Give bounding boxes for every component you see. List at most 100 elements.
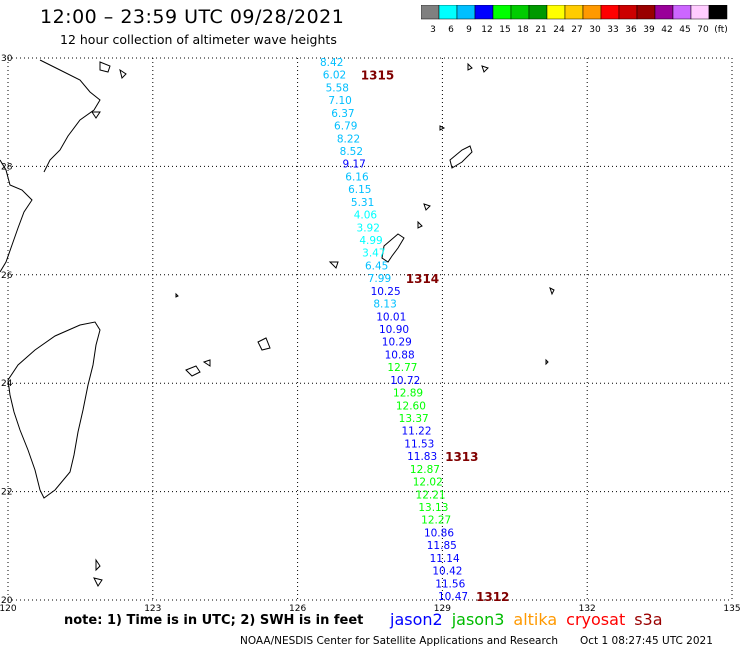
wave-height-reading: 10.47 [438,591,468,603]
satellite-legend-s3a: s3a [634,610,663,629]
wave-height-reading: 8.42 [320,57,343,69]
scale-label: (ft) [714,25,728,35]
satellite-legend: jason2 jason3 altika cryosat s3a [390,610,672,629]
latitude-label: 20 [1,596,13,606]
scale-label: 6 [448,25,454,35]
wave-height-reading: 13.37 [399,413,429,425]
wave-height-reading: 6.16 [345,171,369,183]
longitude-label: 120 [0,604,17,612]
wave-height-reading: 4.99 [359,235,382,247]
wave-height-reading: 10.01 [376,311,406,323]
wave-height-reading: 10.90 [379,324,409,336]
wave-height-reading: 12.87 [410,464,440,476]
mainland-coast [0,159,33,273]
wave-height-reading: 6.79 [334,121,357,133]
scale-label: 15 [499,25,510,35]
time-mark: 1312 [476,590,509,604]
satellite-legend-altika: altika [513,610,558,629]
okinawa-island [381,233,405,263]
scale-label: 12 [481,25,492,35]
color-scale-legend: 3 6 9 12 15 18 21 24 27 30 33 36 39 42 45 70 (ft) [421,5,728,35]
miyako-island [257,337,271,351]
wave-height-reading: 3.92 [357,222,380,234]
scale-label: 36 [625,25,637,35]
wave-height-reading: 10.88 [385,349,415,361]
longitude-label: 123 [144,604,161,612]
scale-label: 45 [679,25,690,35]
altimeter-track: 8.426.025.587.106.376.798.228.529.176.16… [320,57,509,604]
wave-height-reading: 10.42 [432,566,462,578]
wave-height-reading: 3.47 [362,248,385,260]
wave-height-reading: 12.27 [421,515,451,527]
latitude-label: 24 [1,379,13,389]
satellite-legend-jason3: jason3 [451,610,505,629]
wave-height-reading: 11.14 [430,553,460,565]
scale-label: 24 [553,25,565,35]
wave-height-reading: 11.56 [435,578,465,590]
longitude-label: 126 [289,604,306,612]
satellite-legend-jason2: jason2 [390,610,443,629]
latitude-label: 30 [1,54,13,64]
wave-height-reading: 4.06 [354,210,378,222]
wave-height-reading: 11.22 [401,426,431,438]
axis-labels: 120 123 126 129 132 135 30 28 26 24 22 20 [0,54,740,612]
wave-height-map: 8.426.025.587.106.376.798.228.529.176.16… [0,54,740,612]
scale-label: 70 [697,25,709,35]
wave-height-reading: 10.29 [382,337,412,349]
wave-height-reading: 12.02 [413,477,443,489]
page-title: 12:00 – 23:59 UTC 09/28/2021 [40,6,345,28]
latitude-label: 22 [1,488,12,498]
wave-height-reading: 9.17 [342,159,365,171]
wave-height-reading: 12.60 [396,400,426,412]
scale-swatch [708,5,728,20]
credit-line: NOAA/NESDIS Center for Satellite Applica… [240,635,558,647]
latitude-label: 28 [1,162,13,172]
scale-label: 42 [661,25,672,35]
mainland-coast-north [39,59,101,173]
wave-height-reading: 12.21 [416,489,446,501]
wave-height-reading: 10.72 [390,375,420,387]
scale-label: 3 [430,25,436,35]
wave-height-reading: 11.85 [427,540,457,552]
scale-label: 27 [571,25,582,35]
wave-height-reading: 6.15 [348,184,371,196]
longitude-label: 129 [434,604,451,612]
wave-height-reading: 7.10 [328,95,351,107]
wave-height-reading: 6.37 [331,108,354,120]
wave-height-reading: 8.13 [373,299,396,311]
wave-height-reading: 11.53 [404,438,434,450]
scale-label: 30 [589,25,601,35]
wave-height-reading: 5.58 [326,82,349,94]
lat-lon-grid [7,57,733,601]
wave-height-reading: 11.83 [407,451,437,463]
satellite-legend-cryosat: cryosat [566,610,626,629]
scale-label: 9 [466,25,472,35]
wave-height-reading: 6.45 [365,260,388,272]
amami-island [449,145,473,169]
time-mark: 1314 [406,272,439,286]
footer-note: note: 1) Time is in UTC; 2) SWH is in fe… [64,613,364,628]
latitude-label: 26 [1,271,13,281]
scale-label: 21 [535,25,546,35]
small-islands [93,62,555,587]
coastlines [0,59,555,587]
longitude-label: 132 [579,604,596,612]
time-mark: 1313 [445,450,478,464]
wave-height-reading: 10.86 [424,527,454,539]
ishigaki-island [185,359,211,377]
longitude-label: 135 [723,604,740,612]
scale-label: 39 [643,25,655,35]
page-subtitle: 12 hour collection of altimeter wave hei… [60,32,337,47]
wave-height-reading: 6.02 [323,70,346,82]
wave-height-reading: 5.31 [351,197,374,209]
scale-label: 18 [517,25,529,35]
islands-northwest [91,61,127,119]
wave-height-reading: 8.22 [337,133,360,145]
time-mark: 1315 [361,69,394,83]
wave-height-reading: 8.52 [340,146,363,158]
wave-height-reading: 12.89 [393,388,423,400]
wave-height-reading: 7.99 [368,273,391,285]
wave-height-reading: 13.13 [418,502,448,514]
wave-height-reading: 12.77 [387,362,417,374]
generation-timestamp: Oct 1 08:27:45 UTC 2021 [580,635,713,647]
